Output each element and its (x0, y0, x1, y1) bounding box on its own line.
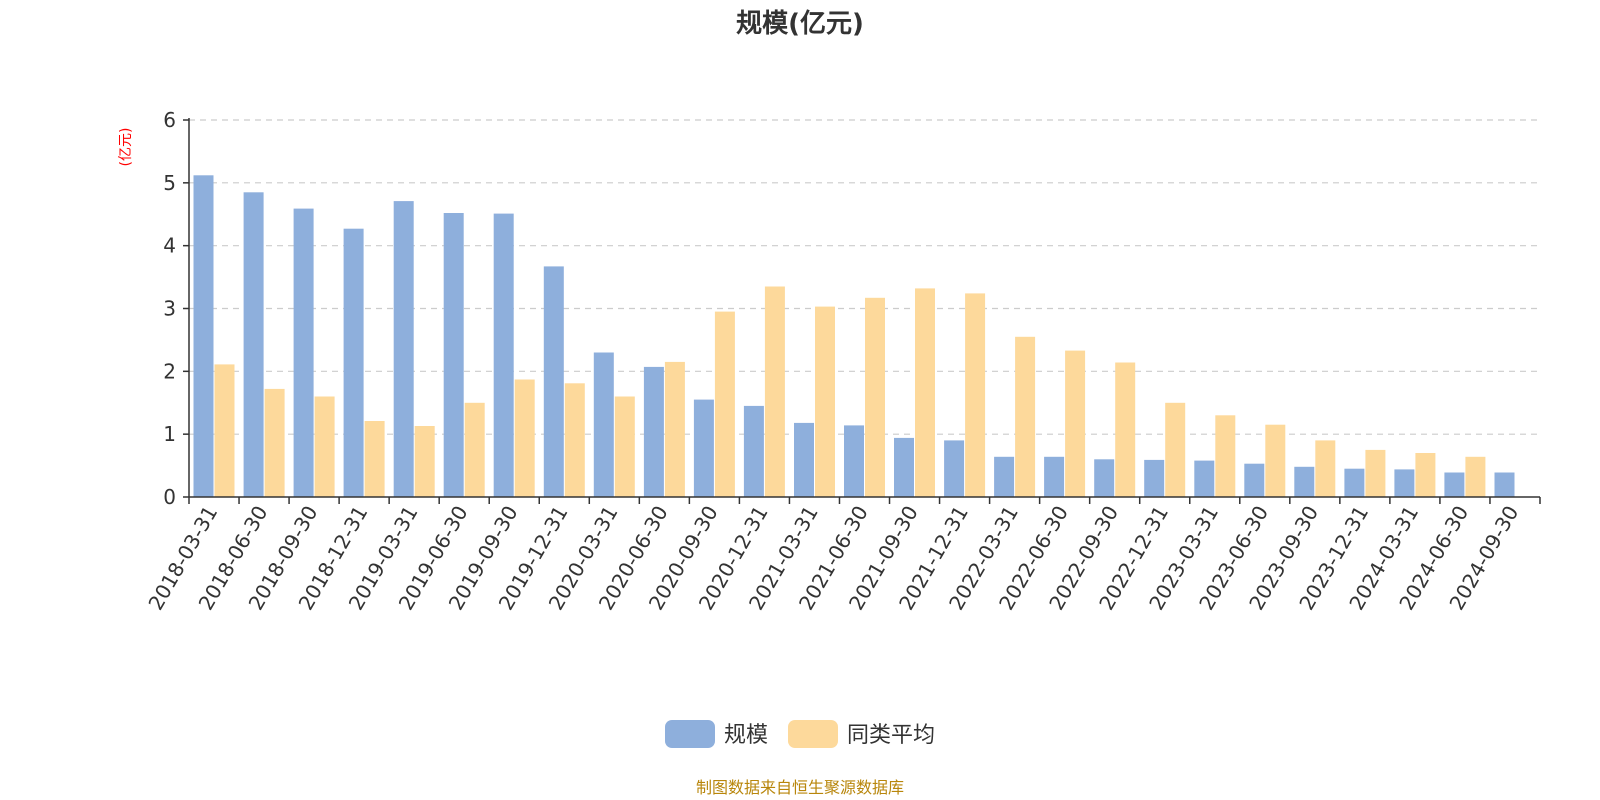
y-tick-label: 6 (163, 108, 176, 132)
bar-peer-average (1215, 415, 1236, 497)
legend-swatch (665, 720, 715, 748)
bar-peer-average (364, 421, 385, 497)
bar-peer-average (1415, 453, 1436, 497)
bar-scale (443, 213, 464, 497)
bar-scale (794, 422, 814, 497)
legend-label: 规模 (724, 723, 768, 748)
bar-scale (894, 437, 914, 497)
legend-label: 同类平均 (847, 723, 935, 748)
bar-scale (1294, 466, 1315, 497)
y-tick-label: 1 (163, 422, 176, 446)
bar-scale (693, 399, 714, 497)
bar-scale (1444, 472, 1465, 497)
bar-scale (994, 456, 1015, 497)
bar-scale (1344, 468, 1365, 497)
bar-peer-average (1315, 440, 1336, 497)
bar-scale (243, 192, 264, 498)
bar-scale (1494, 472, 1515, 497)
bar-scale (743, 405, 764, 497)
bar-peer-average (1065, 350, 1086, 497)
bar-peer-average (214, 364, 235, 497)
bar-scale (593, 352, 614, 497)
bar-scale (1044, 456, 1065, 497)
bar-peer-average (965, 293, 986, 497)
bar-peer-average (915, 288, 935, 497)
bar-peer-average (1265, 424, 1286, 497)
bar-peer-average (1465, 456, 1486, 497)
bar-scale (1244, 463, 1265, 497)
y-tick-label: 4 (163, 234, 176, 258)
legend: 规模 同类平均 (665, 720, 935, 748)
bar-scale (1394, 469, 1415, 497)
bar-scale (393, 201, 414, 497)
bar-peer-average (1365, 449, 1386, 497)
bar-peer-average (764, 286, 785, 497)
bar-scale (1144, 459, 1165, 497)
bar-scale (844, 425, 864, 497)
y-tick-label: 2 (163, 359, 176, 383)
y-axis-label: (亿元) (118, 128, 134, 167)
bar-peer-average (664, 361, 685, 497)
bar-peer-average (414, 426, 435, 497)
bar-scale (643, 366, 664, 497)
bars (193, 175, 1515, 498)
chart-title: 规模(亿元) (736, 9, 864, 39)
bar-peer-average (714, 311, 735, 497)
bar-scale (543, 266, 564, 497)
bar-scale (193, 175, 214, 498)
y-tick-label: 3 (163, 297, 176, 321)
bar-scale (343, 228, 364, 497)
y-tick-label: 0 (163, 485, 176, 509)
bar-peer-average (815, 306, 835, 497)
bar-scale (493, 213, 514, 497)
bar-peer-average (614, 396, 635, 497)
bar-peer-average (865, 297, 885, 497)
grid-lines (189, 119, 1540, 435)
bar-peer-average (564, 383, 585, 497)
bar-peer-average (514, 379, 535, 497)
y-tick-label: 5 (163, 171, 176, 195)
bar-scale (1194, 460, 1215, 497)
bar-peer-average (264, 388, 285, 497)
bar-scale (293, 208, 314, 497)
legend-swatch (788, 720, 838, 748)
bar-peer-average (314, 396, 335, 497)
bar-peer-average (1115, 362, 1136, 497)
bar-scale (944, 440, 965, 497)
bar-peer-average (1165, 402, 1186, 498)
source-note: 制图数据来自恒生聚源数据库 (696, 778, 904, 797)
bar-scale (1094, 459, 1115, 497)
bar-peer-average (1015, 336, 1036, 497)
bar-peer-average (464, 402, 485, 498)
